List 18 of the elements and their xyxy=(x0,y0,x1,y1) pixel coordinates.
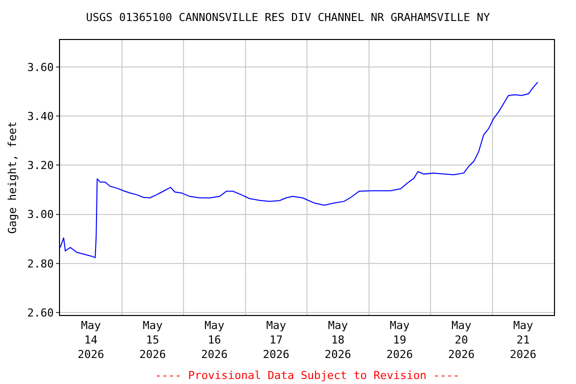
x-tick-label: May 14 2026 xyxy=(78,319,104,361)
y-axis-title: Gage height, feet xyxy=(6,121,19,234)
x-tick-label: May 20 2026 xyxy=(448,319,475,361)
y-tick-label: 3.00 xyxy=(27,208,54,222)
x-tick-label: May 21 2026 xyxy=(510,319,536,361)
y-tick-label: 3.60 xyxy=(27,60,54,74)
x-tick-label: May 19 2026 xyxy=(386,319,413,361)
text: ---- Provisional Data Subject to Revision ---- xyxy=(155,369,460,382)
x-tick-label: May 17 2026 xyxy=(262,319,290,361)
chart-title: USGS 01365100 CANNONSVILLE RES DIV CHANNEL NR GRAHAMSVILLE NY xyxy=(86,11,490,24)
x-tick-label: May 18 2026 xyxy=(324,319,352,361)
line-series xyxy=(60,82,538,258)
y-tick-label: 3.20 xyxy=(27,159,54,172)
y-tick-label: 2.60 xyxy=(27,306,54,320)
y-tick-label: 3.40 xyxy=(27,110,54,123)
y-tick-label: 2.80 xyxy=(27,257,54,270)
x-tick-label: May 15 2026 xyxy=(139,319,166,361)
x-tick-label: May 16 2026 xyxy=(201,319,228,361)
